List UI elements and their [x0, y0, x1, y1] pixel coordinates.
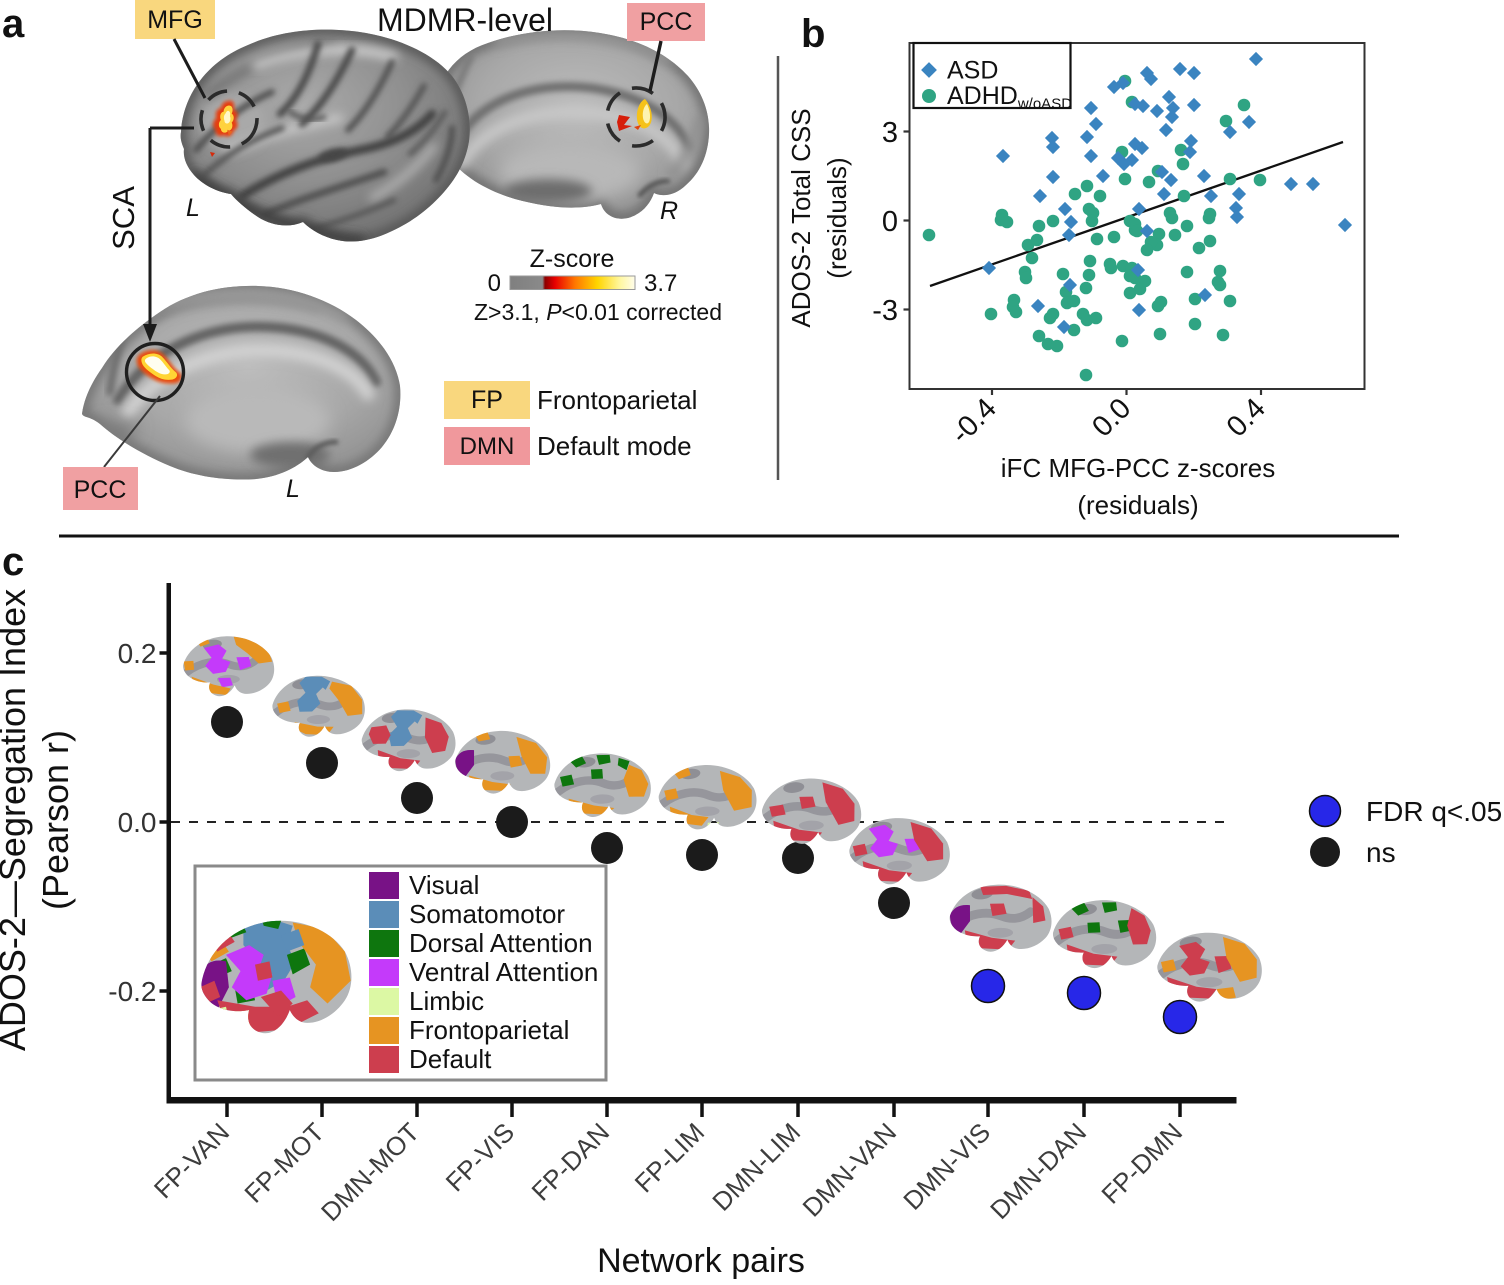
svg-text:ns: ns	[1366, 837, 1396, 868]
svg-text:Z-score: Z-score	[530, 245, 615, 273]
svg-text:PCC: PCC	[640, 8, 693, 36]
svg-text:MFG: MFG	[147, 6, 203, 34]
svg-text:Network pairs: Network pairs	[597, 1242, 805, 1280]
svg-text:ADOS-2 Total CSS: ADOS-2 Total CSS	[786, 108, 816, 327]
svg-text:(Pearson r): (Pearson r)	[35, 730, 76, 910]
svg-text:DMN: DMN	[460, 433, 515, 460]
svg-text:L: L	[286, 475, 300, 503]
svg-text:ASD: ASD	[947, 57, 998, 85]
svg-text:b: b	[801, 12, 825, 56]
svg-text:Frontoparietal: Frontoparietal	[537, 385, 697, 415]
svg-text:Z>3.1, P<0.01 corrected: Z>3.1, P<0.01 corrected	[474, 299, 722, 325]
svg-text:R: R	[660, 197, 678, 225]
svg-text:iFC MFG-PCC z-scores: iFC MFG-PCC z-scores	[1001, 453, 1275, 483]
svg-text:0: 0	[488, 270, 501, 297]
svg-text:PCC: PCC	[74, 476, 127, 504]
svg-text:Dorsal Attention: Dorsal Attention	[409, 928, 593, 958]
svg-text:MDMR-level: MDMR-level	[377, 2, 553, 38]
svg-text:(residuals): (residuals)	[1077, 490, 1198, 520]
svg-text:0.2: 0.2	[118, 638, 157, 669]
svg-text:SCA: SCA	[106, 186, 141, 250]
svg-text:FDR q<.05: FDR q<.05	[1366, 796, 1502, 827]
svg-text:Default: Default	[409, 1044, 492, 1074]
svg-text:a: a	[2, 2, 25, 46]
svg-text:-3: -3	[872, 295, 898, 327]
svg-text:Ventral Attention: Ventral Attention	[409, 957, 598, 987]
svg-text:Default mode: Default mode	[537, 431, 692, 461]
svg-text:0.0: 0.0	[118, 807, 157, 838]
svg-text:-0.2: -0.2	[108, 976, 156, 1007]
svg-text:0: 0	[882, 206, 898, 238]
svg-text:Frontoparietal: Frontoparietal	[409, 1015, 569, 1045]
svg-text:ADOS-2—Segregation Index: ADOS-2—Segregation Index	[0, 589, 33, 1051]
svg-text:Limbic: Limbic	[409, 986, 484, 1016]
svg-text:(residuals): (residuals)	[822, 157, 852, 278]
svg-text:Visual: Visual	[409, 870, 479, 900]
svg-text:3: 3	[882, 117, 898, 149]
svg-text:3.7: 3.7	[644, 270, 677, 297]
svg-text:Somatomotor: Somatomotor	[409, 899, 565, 929]
svg-text:c: c	[2, 540, 24, 584]
svg-text:L: L	[186, 194, 200, 222]
svg-text:FP: FP	[471, 386, 503, 414]
